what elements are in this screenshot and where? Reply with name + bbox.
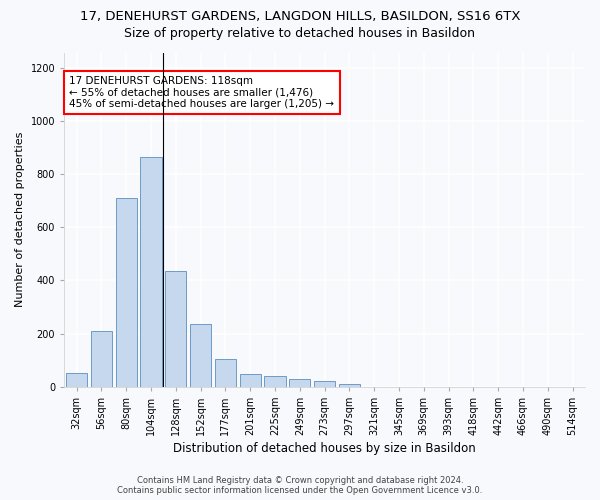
- Text: 17, DENEHURST GARDENS, LANGDON HILLS, BASILDON, SS16 6TX: 17, DENEHURST GARDENS, LANGDON HILLS, BA…: [80, 10, 520, 23]
- X-axis label: Distribution of detached houses by size in Basildon: Distribution of detached houses by size …: [173, 442, 476, 455]
- Bar: [140, 157, 161, 386]
- Bar: [265, 376, 286, 386]
- Bar: [116, 198, 137, 386]
- Bar: [215, 358, 236, 386]
- Text: 17 DENEHURST GARDENS: 118sqm
← 55% of detached houses are smaller (1,476)
45% of: 17 DENEHURST GARDENS: 118sqm ← 55% of de…: [70, 76, 334, 109]
- Bar: [289, 379, 310, 386]
- Bar: [190, 324, 211, 386]
- Bar: [314, 381, 335, 386]
- Bar: [165, 271, 187, 386]
- Bar: [91, 331, 112, 386]
- Bar: [239, 374, 261, 386]
- Text: Contains HM Land Registry data © Crown copyright and database right 2024.
Contai: Contains HM Land Registry data © Crown c…: [118, 476, 482, 495]
- Y-axis label: Number of detached properties: Number of detached properties: [15, 132, 25, 307]
- Text: Size of property relative to detached houses in Basildon: Size of property relative to detached ho…: [125, 28, 476, 40]
- Bar: [66, 374, 87, 386]
- Bar: [339, 384, 360, 386]
